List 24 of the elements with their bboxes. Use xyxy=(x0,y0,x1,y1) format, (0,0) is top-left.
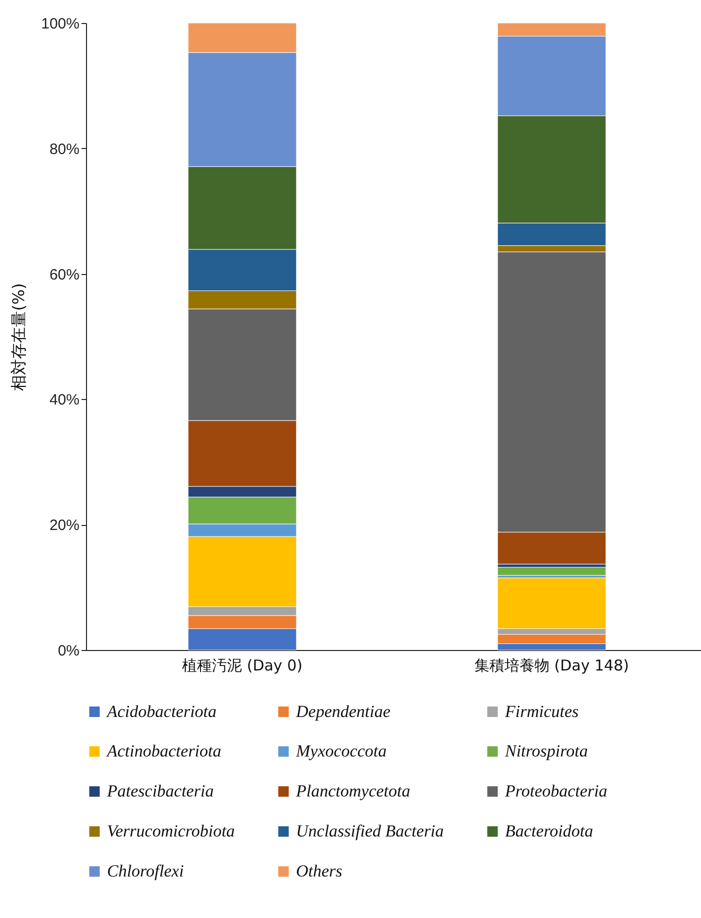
x-tick-label: 集積培養物 (Day 148) xyxy=(474,656,629,674)
legend-label: Bacteroidota xyxy=(505,822,594,840)
legend-label: Verrucomicrobiota xyxy=(107,822,235,840)
legend-label: Patescibacteria xyxy=(106,782,214,800)
y-tick-label: 0% xyxy=(58,642,80,660)
y-tick-label: 80% xyxy=(49,140,80,158)
bar xyxy=(497,566,606,576)
legend-label: Acidobacteriota xyxy=(106,702,217,721)
legend-label: Planctomycetota xyxy=(295,782,410,800)
legend-label: Nitrospirota xyxy=(504,742,588,760)
x-tick-label: 植種汚泥 (Day 0) xyxy=(182,656,302,674)
legend-label: Firmicutes xyxy=(504,702,580,721)
y-tick-label: 40% xyxy=(49,392,80,409)
y-tick-label: 20% xyxy=(49,517,80,534)
legend-label: Myxococcota xyxy=(295,742,387,760)
y-tick-label: 60% xyxy=(49,266,80,284)
legend-label: Unclassified Bacteria xyxy=(296,822,444,840)
y-tick-label: 100% xyxy=(41,16,80,32)
legend-label: Others xyxy=(296,862,343,880)
legend-label: Actinobacteriota xyxy=(106,742,222,760)
y-axis-title: 相対存在量(%) xyxy=(9,283,28,391)
legend-label: Chloroflexi xyxy=(107,862,184,880)
legend-label: Dependentiae xyxy=(295,702,391,721)
legend-label: Proteobacteria xyxy=(504,782,608,800)
